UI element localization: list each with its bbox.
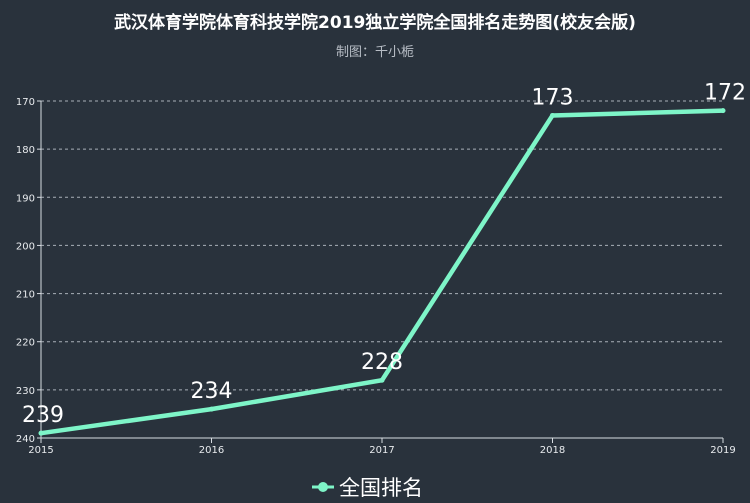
data-labels: 239 234 228 173 172 [22,81,746,429]
series-group [38,108,726,436]
x-axis-ticks: 2015 2016 2017 2018 2019 [28,438,736,456]
y-tick-label: 200 [16,241,35,252]
y-tick-label: 240 [16,434,35,445]
y-tick-label: 210 [16,290,35,301]
series-line[interactable] [38,108,726,436]
data-point[interactable] [379,377,385,383]
data-point[interactable] [209,406,214,412]
x-tick-label: 2018 [540,445,565,456]
chart-title: 武汉体育学院体育科技学院2019独立学院全国排名走势图(校友会版) [114,12,636,33]
chart-subtitle: 制图：千小栀 [336,45,414,60]
data-label: 228 [361,350,403,375]
data-label: 239 [22,403,64,428]
y-axis-ticks: 170 180 190 200 210 220 230 240 [16,97,41,445]
x-tick-label: 2017 [369,445,394,456]
y-tick-label: 190 [16,193,35,204]
data-label: 234 [191,379,233,404]
y-tick-label: 170 [16,97,35,108]
data-label: 173 [532,85,574,110]
x-tick-label: 2016 [199,445,224,456]
x-tick-label: 2015 [28,445,53,456]
legend[interactable]: 全国排名 [312,476,423,500]
y-tick-label: 230 [16,386,35,397]
data-point[interactable] [720,108,726,114]
x-tick-label: 2019 [710,445,735,456]
y-tick-label: 180 [16,145,35,156]
legend-label[interactable]: 全国排名 [339,476,423,500]
legend-marker-icon [318,482,328,492]
data-point[interactable] [38,430,44,436]
axes [40,101,723,439]
y-tick-label: 220 [16,338,35,349]
data-label: 172 [704,81,746,106]
grid-lines [41,100,723,391]
data-point[interactable] [550,112,555,118]
